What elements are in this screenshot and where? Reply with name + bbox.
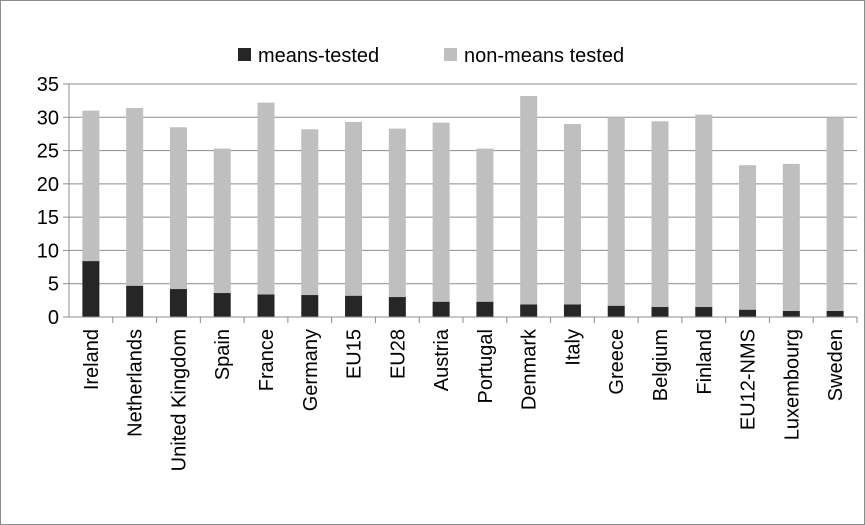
bar-non-means-tested bbox=[169, 127, 187, 290]
y-tick-label: 35 bbox=[37, 74, 59, 96]
x-tick-label: Spain bbox=[212, 329, 234, 380]
y-tick-label: 0 bbox=[48, 307, 59, 329]
x-tick-label: Denmark bbox=[519, 328, 541, 410]
bar-non-means-tested bbox=[695, 114, 713, 308]
bar-non-means-tested bbox=[257, 102, 275, 295]
bar-means-tested bbox=[826, 311, 844, 317]
x-tick-label: Finland bbox=[694, 329, 716, 395]
bar-means-tested bbox=[82, 261, 100, 317]
legend-label: non-means tested bbox=[464, 45, 624, 67]
bar-non-means-tested bbox=[520, 95, 538, 305]
x-tick-label: Austria bbox=[431, 328, 453, 391]
x-tick-label: Greece bbox=[606, 329, 628, 395]
legend-swatch bbox=[444, 48, 457, 61]
x-tick-label: Luxembourg bbox=[781, 329, 803, 440]
bar-means-tested bbox=[476, 301, 494, 317]
x-tick-label: Germany bbox=[300, 329, 322, 411]
bar-non-means-tested bbox=[476, 148, 494, 302]
x-tick-label: EU12-NMS bbox=[738, 329, 760, 430]
x-tick-label: Sweden bbox=[825, 329, 847, 401]
bar-means-tested bbox=[695, 307, 713, 317]
x-tick-label: Netherlands bbox=[125, 329, 147, 437]
bar-non-means-tested bbox=[82, 110, 100, 262]
bar-means-tested bbox=[520, 304, 538, 317]
bar-means-tested bbox=[388, 297, 406, 317]
y-tick-labels: 0 5 10 15 20 25 30 35 bbox=[37, 74, 59, 329]
bar-non-means-tested bbox=[826, 117, 844, 312]
bar-means-tested bbox=[169, 289, 187, 317]
bar-non-means-tested bbox=[739, 165, 757, 310]
bar-non-means-tested bbox=[563, 123, 581, 305]
legend-label: means-tested bbox=[258, 45, 379, 67]
y-tick-label: 10 bbox=[37, 240, 59, 262]
bar-means-tested bbox=[651, 307, 669, 317]
bar-non-means-tested bbox=[782, 163, 800, 312]
y-tick-label: 15 bbox=[37, 207, 59, 229]
bar-non-means-tested bbox=[213, 148, 231, 294]
bar-means-tested bbox=[257, 294, 275, 317]
bar-means-tested bbox=[782, 311, 800, 317]
bar-non-means-tested bbox=[126, 107, 144, 286]
bars bbox=[82, 95, 844, 317]
y-tick-label: 25 bbox=[37, 141, 59, 163]
bar-means-tested bbox=[126, 285, 144, 317]
x-tick-label: France bbox=[256, 329, 278, 391]
x-tick-label: EU28 bbox=[387, 329, 409, 379]
bar-means-tested bbox=[563, 304, 581, 317]
bar-means-tested bbox=[345, 295, 363, 317]
y-tick-label: 20 bbox=[37, 174, 59, 196]
y-tick-label: 5 bbox=[48, 274, 59, 296]
bar-means-tested bbox=[739, 309, 757, 317]
y-tick-label: 30 bbox=[37, 107, 59, 129]
bar-means-tested bbox=[432, 301, 450, 317]
bar-non-means-tested bbox=[432, 122, 450, 302]
bar-non-means-tested bbox=[651, 121, 669, 308]
x-tick-label: Italy bbox=[562, 329, 584, 366]
legend-swatch bbox=[238, 48, 251, 61]
x-tick-label: United Kingdom bbox=[168, 329, 190, 471]
x-tick-label: Portugal bbox=[475, 329, 497, 404]
bar-non-means-tested bbox=[607, 117, 625, 306]
bar-means-tested bbox=[301, 295, 319, 317]
gridlines bbox=[69, 83, 857, 285]
bar-means-tested bbox=[213, 293, 231, 317]
x-tick-label: EU15 bbox=[344, 329, 366, 379]
axes bbox=[63, 83, 858, 323]
bar-non-means-tested bbox=[388, 128, 406, 298]
bar-means-tested bbox=[607, 305, 625, 317]
legend: means-tested non-means tested bbox=[238, 45, 624, 67]
x-tick-labels: Ireland Netherlands United Kingdom Spain Fra… bbox=[81, 328, 847, 471]
x-tick-label: Ireland bbox=[81, 329, 103, 390]
bar-non-means-tested bbox=[345, 121, 363, 296]
x-tick-label: Belgium bbox=[650, 329, 672, 401]
bar-non-means-tested bbox=[301, 129, 319, 296]
